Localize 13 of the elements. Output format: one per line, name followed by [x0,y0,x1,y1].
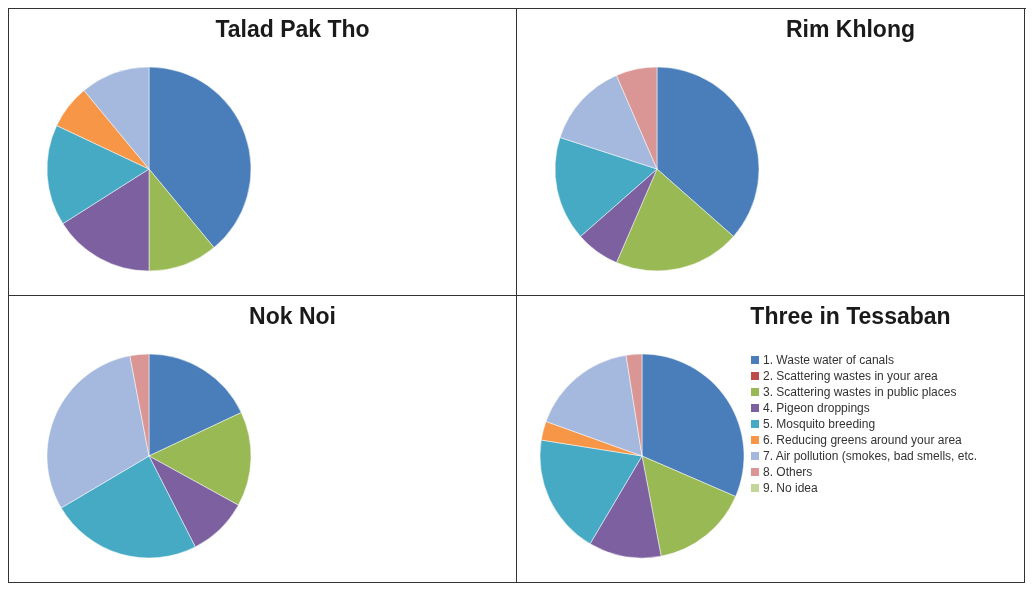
legend-label: 6. Reducing greens around your area [763,433,962,447]
legend-label: 9. No idea [763,481,818,495]
chart-title: Nok Noi [248,302,337,331]
legend-label: 4. Pigeon droppings [763,401,870,415]
legend-label: 1. Waste water of canals [763,353,894,367]
legend-label: 2. Scattering wastes in your area [763,369,938,383]
chart-title: Three in Tessaban [749,302,952,331]
text: Rim Khlong [784,15,916,44]
legend-label: 8. Others [763,465,813,479]
chart-title: Talad Pak Tho [214,15,371,44]
legend-label: 3. Scattering wastes in public places [763,385,957,399]
legend-label: 5. Mosquito breeding [763,417,876,431]
legend-label: 7. Air pollution (smokes, bad smells, etc. [763,449,978,463]
